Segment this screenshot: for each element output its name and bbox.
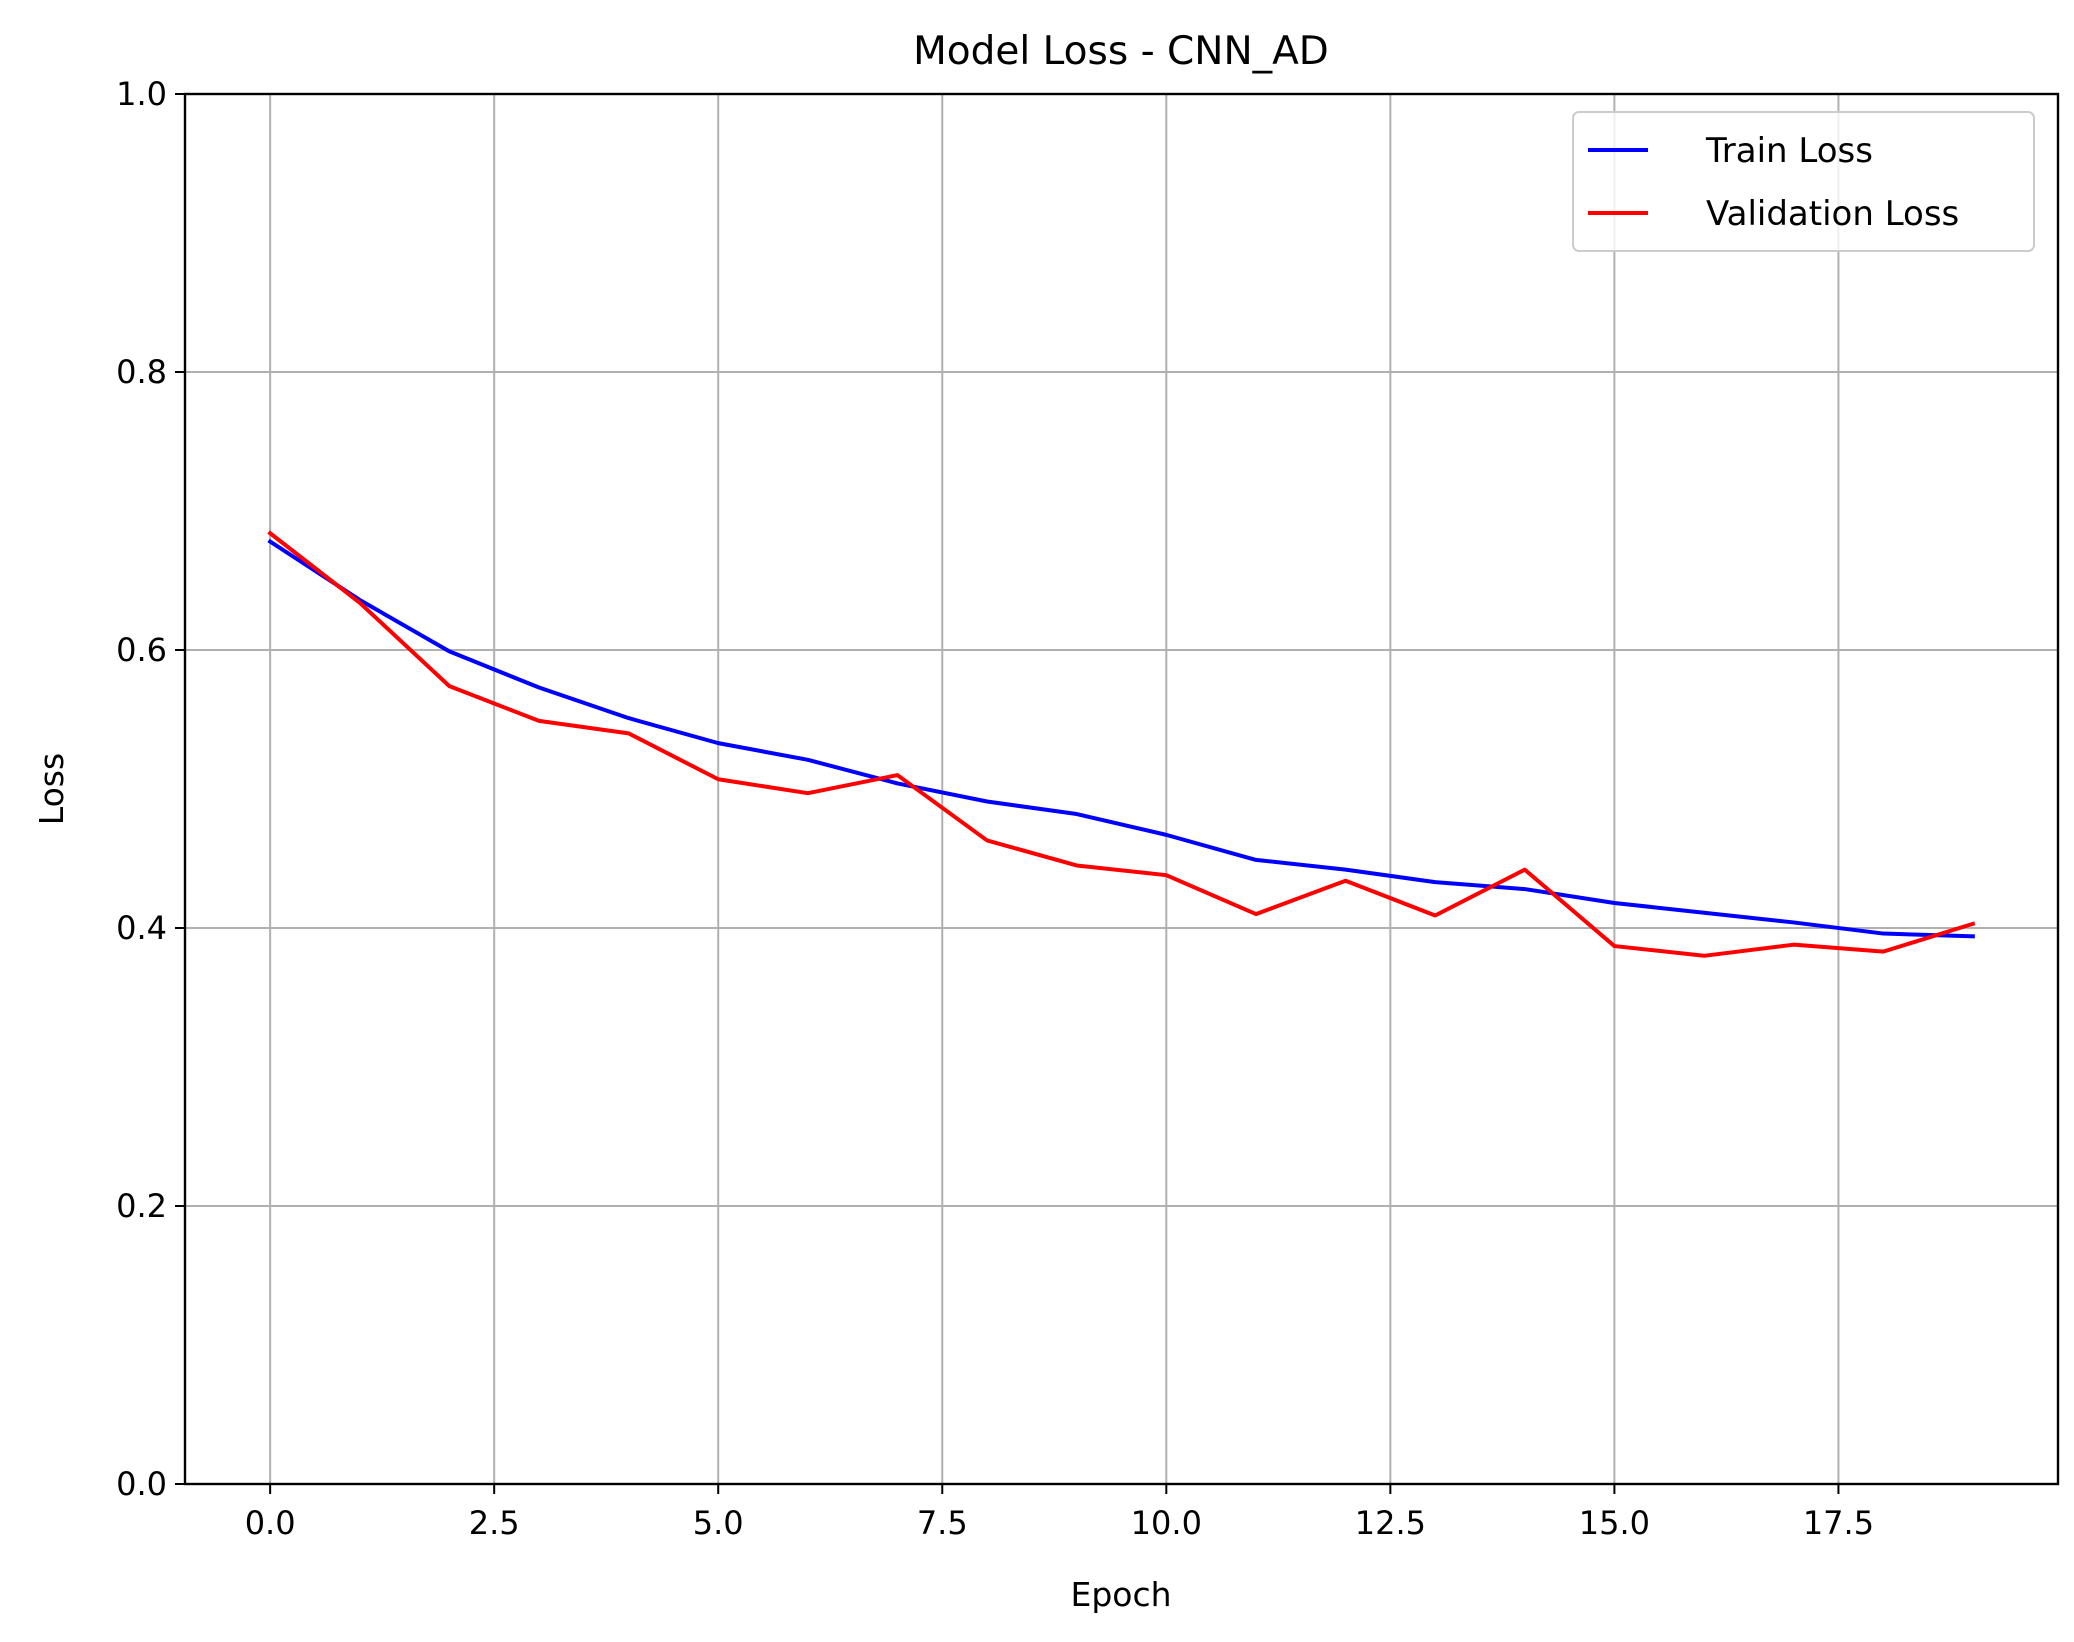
y-tick-label: 0.4 bbox=[116, 909, 167, 947]
x-tick-label: 5.0 bbox=[693, 1504, 744, 1542]
chart-title: Model Loss - CNN_AD bbox=[913, 29, 1329, 74]
series-line-train-loss bbox=[267, 538, 1975, 939]
series-lines bbox=[267, 530, 1976, 958]
x-tick-label: 2.5 bbox=[469, 1504, 520, 1542]
x-tick-label: 10.0 bbox=[1131, 1504, 1202, 1542]
y-tick-label: 0.0 bbox=[116, 1465, 167, 1503]
x-axis-label: Epoch bbox=[1070, 1575, 1171, 1614]
x-tick-label: 17.5 bbox=[1803, 1504, 1874, 1542]
x-tick-label: 12.5 bbox=[1355, 1504, 1426, 1542]
legend-label-train-loss: Train Loss bbox=[1705, 131, 1873, 171]
axis-ticks: 0.0 2.5 5.0 7.5 10.0 12.5 15.0 17.5 0.0 0.2 0.4 0.6… bbox=[116, 75, 1874, 1542]
legend: Train Loss Validation Loss bbox=[1572, 111, 2035, 252]
x-tick-label: 15.0 bbox=[1579, 1504, 1650, 1542]
series-line-validation-loss bbox=[267, 530, 1976, 958]
plot-frame bbox=[183, 92, 2060, 1486]
y-tick-label: 0.8 bbox=[116, 353, 167, 391]
legend-box bbox=[1572, 111, 2035, 252]
x-tick-label: 0.0 bbox=[245, 1504, 296, 1542]
y-tick-label: 1.0 bbox=[116, 75, 167, 113]
legend-label-validation-loss: Validation Loss bbox=[1706, 194, 1959, 234]
y-axis-label: Loss bbox=[32, 753, 71, 825]
y-tick-label: 0.6 bbox=[116, 631, 167, 669]
y-tick-label: 0.2 bbox=[116, 1187, 167, 1225]
x-tick-label: 7.5 bbox=[917, 1504, 968, 1542]
